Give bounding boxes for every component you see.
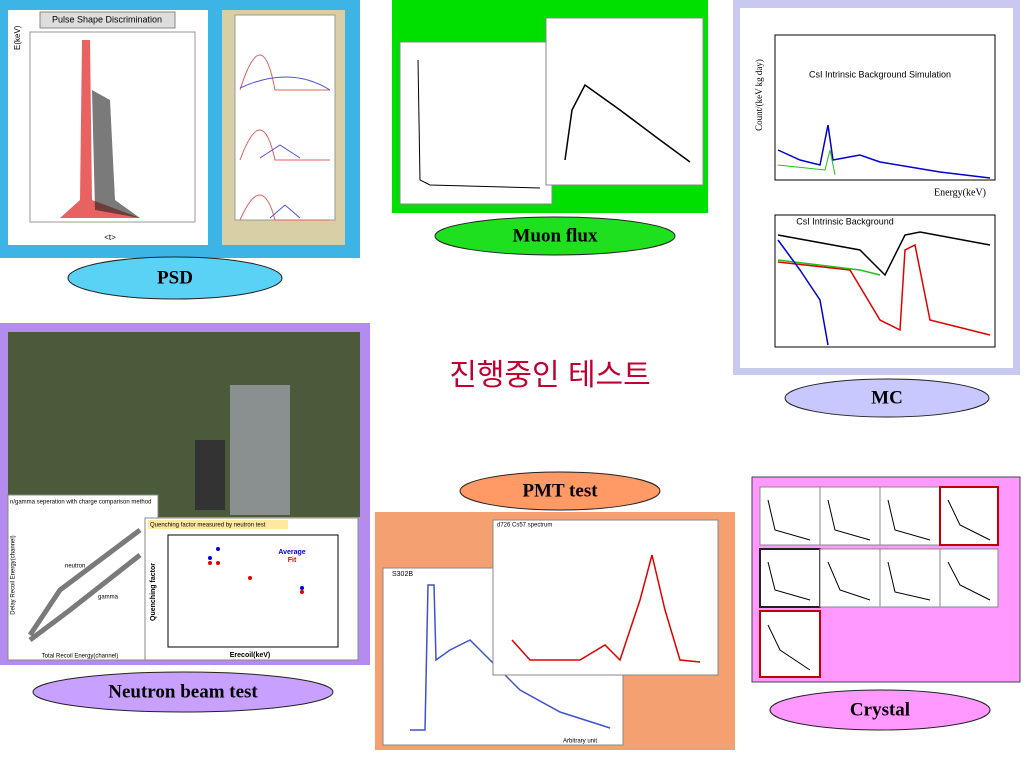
slide-title: 진행중인 테스트 — [449, 359, 651, 392]
crystal-panel — [751, 476, 1021, 683]
neutron-plot1-y-label: Delay Recoil Energy(channel) — [11, 535, 17, 614]
psd-x-label: <t> — [104, 233, 116, 242]
muon-label: Muon flux — [513, 225, 598, 246]
psd-plot-title: Pulse Shape Discrimination — [52, 14, 162, 24]
psd-panel: Pulse Shape Discrimination <t> E(keV) — [0, 0, 360, 258]
neutron-text: neutron — [65, 564, 85, 570]
pmt-panel: S302B Arbitrary unit d726 Cs57 spectrum — [375, 512, 735, 750]
neutron-plot2-title: Quenching factor measured by neutron tes… — [150, 523, 266, 529]
muon-panel — [392, 0, 708, 213]
mc-label: MC — [871, 387, 903, 408]
mc-plot1-title: CsI Intrinsic Background Simulation — [809, 69, 951, 79]
neutron-plot2-x-label: Erecoil(keV) — [230, 652, 270, 659]
pmt-plot2-title: d726 Cs57 spectrum — [497, 523, 552, 529]
psd-label: PSD — [157, 267, 193, 288]
legend-fit: Fit — [288, 557, 297, 564]
mc-y-label: Count/(keV kg day) — [754, 59, 764, 131]
neutron-label: Neutron beam test — [108, 681, 258, 702]
mc-plot2-title: CsI Intrinsic Background — [796, 216, 894, 226]
crystal-label: Crystal — [850, 699, 910, 720]
legend-average: Average — [278, 549, 305, 556]
neutron-plot1-title: n/gamma seperation with charge compariso… — [10, 500, 151, 506]
pmt-label: PMT test — [522, 480, 598, 501]
gamma-text: gamma — [98, 595, 119, 601]
pmt-plot1-title: S302B — [392, 571, 413, 578]
pmt-plot1-x-label: Arbitrary unit — [563, 739, 597, 745]
psd-y-label: E(keV) — [13, 25, 22, 50]
mc-x-label: Energy(keV) — [934, 187, 986, 198]
neutron-plot1-x-label: Total Recoil Energy(channel) — [42, 654, 119, 660]
neutron-plot2-y-label: Quenching factor — [150, 563, 157, 621]
neutron-panel: n/gamma seperation with charge compariso… — [0, 323, 370, 665]
mc-panel: CsI Intrinsic Background Simulation Ener… — [733, 0, 1020, 375]
